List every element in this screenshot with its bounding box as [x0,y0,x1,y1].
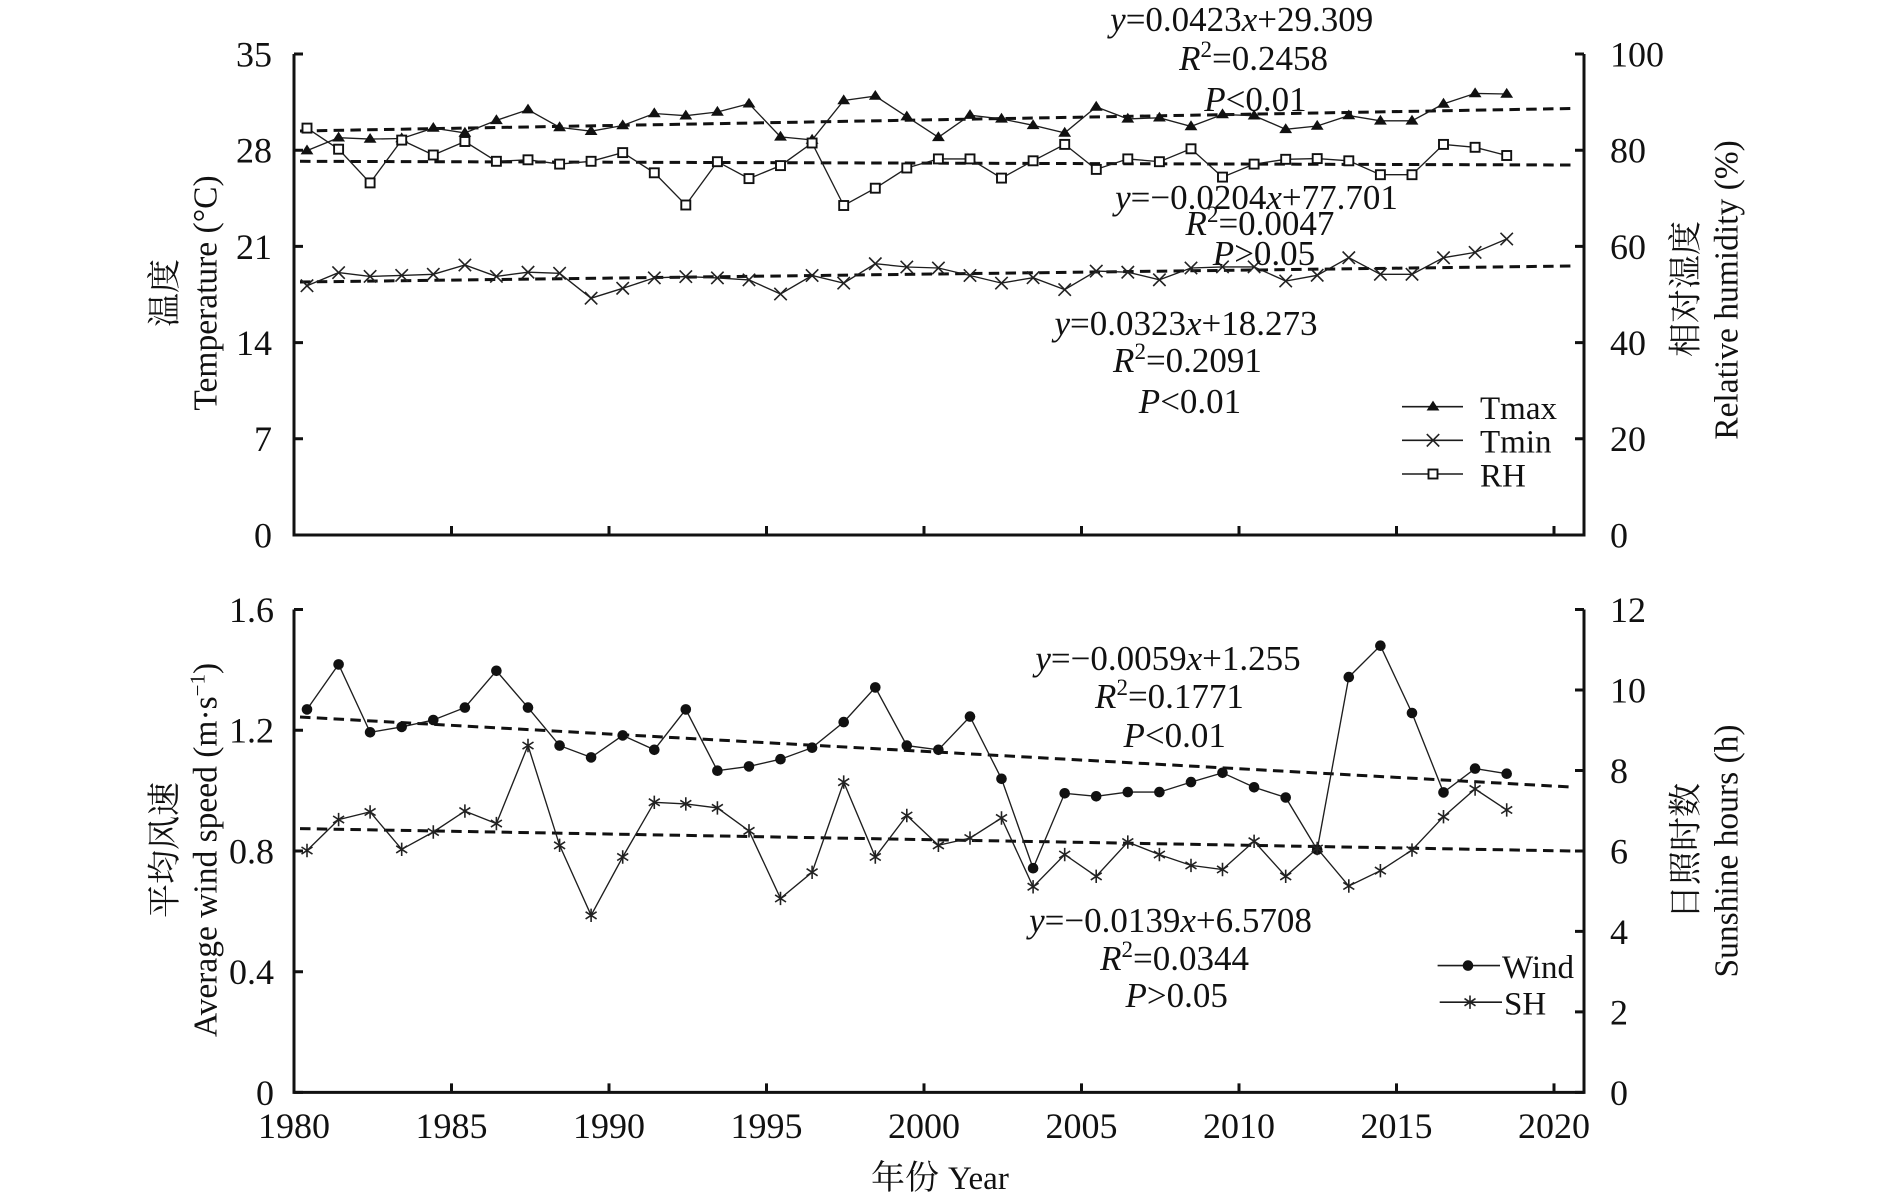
svg-text:2020: 2020 [1518,1106,1590,1146]
svg-text:7: 7 [254,419,272,459]
svg-text:1995: 1995 [731,1106,803,1146]
svg-text:100: 100 [1610,34,1664,74]
svg-text:2005: 2005 [1046,1106,1118,1146]
svg-text:40: 40 [1610,323,1646,363]
svg-text:P<0.01: P<0.01 [1203,80,1306,119]
svg-text:0: 0 [256,1073,274,1113]
svg-text:P>0.05: P>0.05 [1212,234,1315,273]
svg-text:0: 0 [1610,1073,1628,1113]
svg-text:P<0.01: P<0.01 [1138,382,1241,421]
svg-text:1980: 1980 [258,1106,330,1146]
svg-text:y=−0.0139x+6.5708: y=−0.0139x+6.5708 [1026,901,1312,940]
svg-text:R2=0.0344: R2=0.0344 [1099,937,1249,978]
svg-text:Relative humidity (%): Relative humidity (%) [1709,140,1746,440]
svg-text:Tmin: Tmin [1480,425,1552,461]
svg-text:2000: 2000 [888,1106,960,1146]
svg-text:2010: 2010 [1203,1106,1275,1146]
svg-text:R2=0.2091: R2=0.2091 [1112,339,1262,380]
svg-text:RH: RH [1480,458,1526,494]
svg-text:20: 20 [1610,419,1646,459]
svg-text:Temperature (°C): Temperature (°C) [188,175,225,410]
svg-text:2: 2 [1610,992,1628,1032]
svg-text:0: 0 [1610,515,1628,555]
svg-text:2015: 2015 [1361,1106,1433,1146]
svg-text:0.8: 0.8 [229,831,274,871]
svg-text:12: 12 [1610,590,1646,630]
svg-text:0: 0 [254,515,272,555]
svg-text:Average wind speed (m·s−1): Average wind speed (m·s−1) [186,663,225,1037]
svg-text:y=−0.0204x+77.701: y=−0.0204x+77.701 [1112,178,1398,217]
svg-text:1985: 1985 [416,1106,488,1146]
svg-text:21: 21 [236,227,272,267]
svg-text:Year: Year [948,1161,1009,1197]
svg-text:R2=0.1771: R2=0.1771 [1094,675,1244,716]
svg-text:P<0.01: P<0.01 [1123,716,1226,755]
svg-text:6: 6 [1610,831,1628,871]
svg-text:80: 80 [1610,131,1646,171]
svg-text:60: 60 [1610,227,1646,267]
svg-text:10: 10 [1610,670,1646,710]
svg-text:35: 35 [236,34,272,74]
svg-text:14: 14 [236,323,272,363]
svg-text:Wind: Wind [1502,950,1574,986]
svg-text:1990: 1990 [573,1106,645,1146]
svg-text:Sunshine hours (h): Sunshine hours (h) [1709,724,1746,977]
svg-text:1.6: 1.6 [229,590,274,630]
svg-text:SH: SH [1504,987,1546,1023]
svg-text:P>0.05: P>0.05 [1125,976,1228,1015]
svg-text:8: 8 [1610,751,1628,791]
svg-text:4: 4 [1610,912,1628,952]
svg-text:Tmax: Tmax [1480,391,1557,427]
svg-text:y=0.0323x+18.273: y=0.0323x+18.273 [1051,304,1317,343]
svg-text:y=0.0423x+29.309: y=0.0423x+29.309 [1107,0,1373,39]
svg-text:R2=0.0047: R2=0.0047 [1185,202,1335,243]
svg-text:1.2: 1.2 [229,711,274,751]
svg-text:28: 28 [236,131,272,171]
svg-text:0.4: 0.4 [229,952,274,992]
svg-text:y=−0.0059x+1.255: y=−0.0059x+1.255 [1032,639,1300,678]
svg-text:R2=0.2458: R2=0.2458 [1178,37,1328,78]
